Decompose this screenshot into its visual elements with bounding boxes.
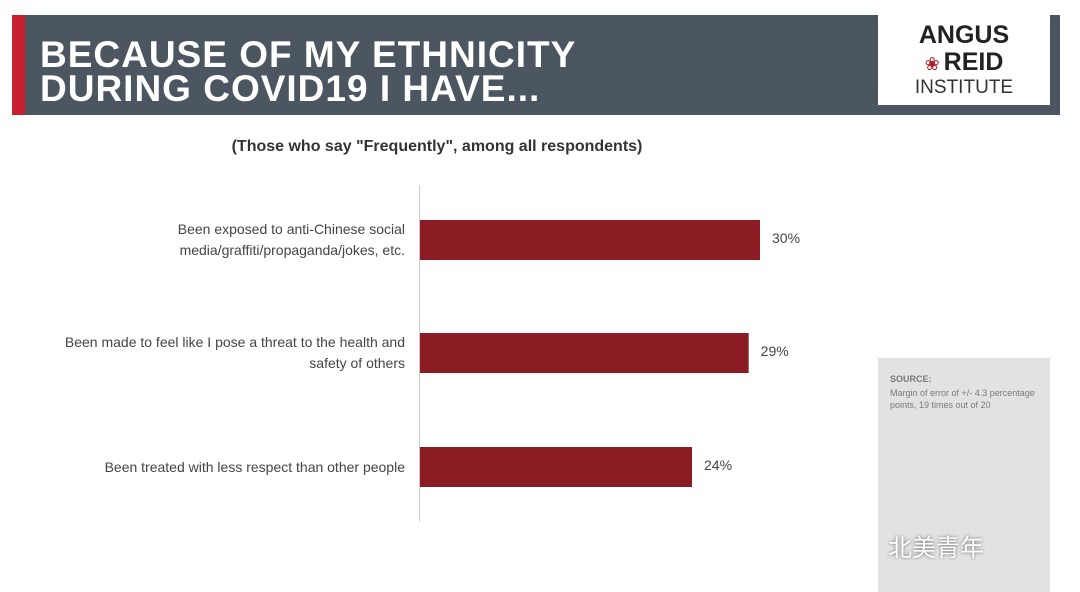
value-label: 29% (760, 343, 789, 359)
header-stripe (12, 15, 25, 115)
logo-row: ❀ REID (878, 49, 1050, 77)
logo: ANGUS ❀ REID INSTITUTE (878, 13, 1050, 105)
category-label: Been exposed to anti-Chinese social medi… (177, 221, 405, 258)
title-line: DURING COVID19 I HAVE... (40, 68, 541, 109)
source-text: Margin of error of +/- 4.3 percentage po… (890, 388, 1035, 410)
value-label: 24% (704, 457, 733, 473)
category-label: Been made to feel like I pose a threat t… (64, 334, 405, 371)
logo-text: INSTITUTE (914, 77, 1014, 98)
bar (420, 220, 760, 260)
bar (420, 447, 692, 487)
value-label: 30% (772, 230, 801, 246)
source-box: SOURCE: Margin of error of +/- 4.3 perce… (878, 358, 1050, 592)
logo-text: ANGUS (918, 21, 1010, 49)
title-line: BECAUSE OF MY ETHNICITY (40, 34, 577, 75)
category-label: Been treated with less respect than othe… (104, 458, 405, 475)
source-heading: SOURCE: (890, 374, 932, 384)
watermark: 北美青年 (888, 535, 984, 562)
bar (420, 333, 749, 373)
logo-leaf: ❀ (924, 54, 940, 74)
chart-subtitle: (Those who say "Frequently", among all r… (231, 138, 643, 155)
logo-text: REID (943, 48, 1004, 76)
